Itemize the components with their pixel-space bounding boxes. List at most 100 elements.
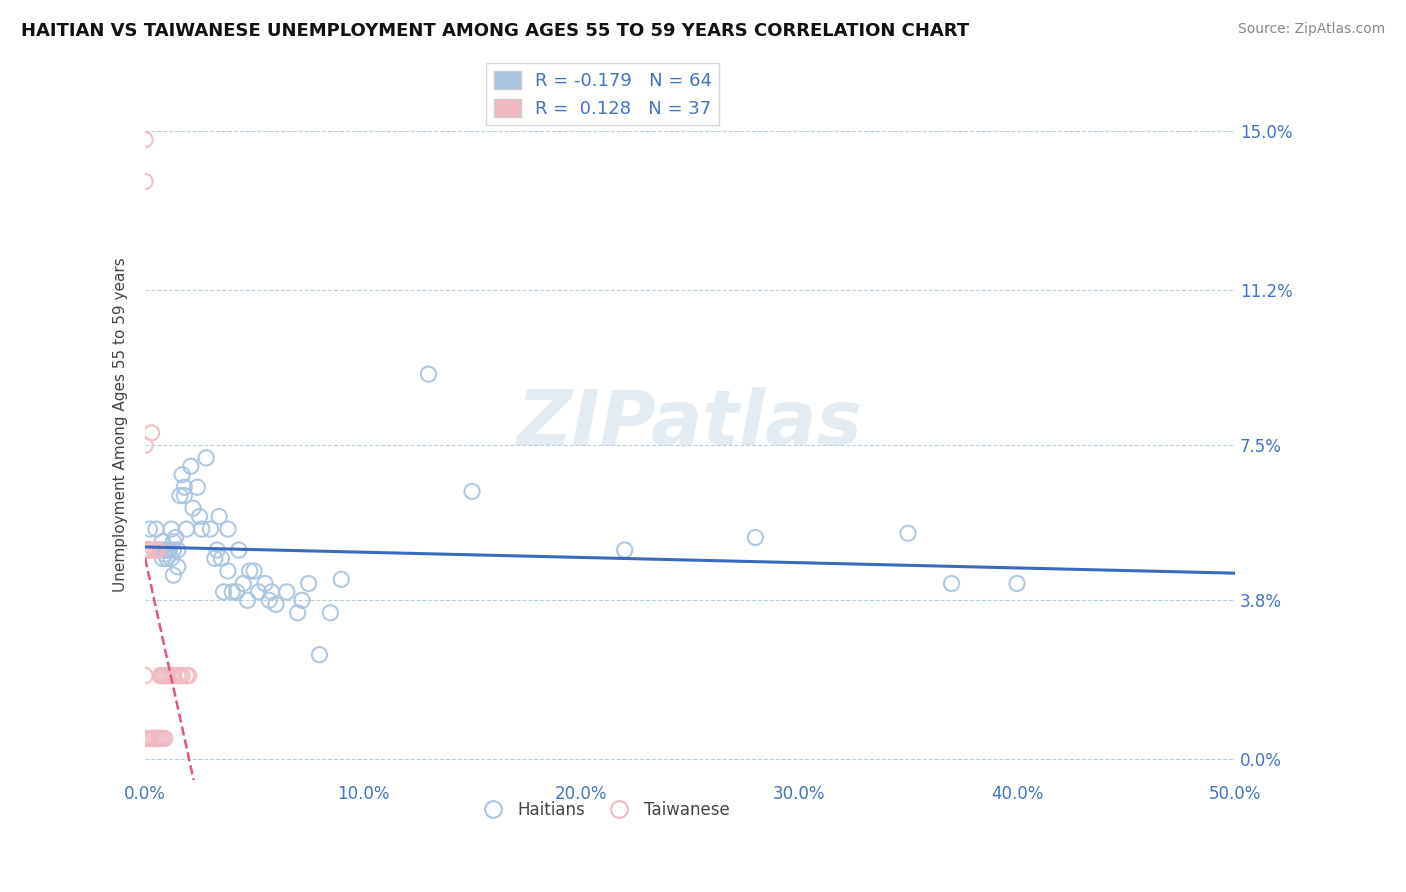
Point	[228, 543, 250, 558]
Point	[232, 576, 254, 591]
Point	[308, 648, 330, 662]
Point	[176, 668, 198, 682]
Point	[172, 467, 194, 482]
Point	[212, 585, 235, 599]
Point	[208, 509, 231, 524]
Point	[204, 551, 226, 566]
Point	[153, 731, 176, 746]
Point	[319, 606, 342, 620]
Point	[145, 731, 167, 746]
Point	[152, 668, 174, 682]
Point	[152, 534, 174, 549]
Point	[173, 489, 195, 503]
Point	[165, 531, 187, 545]
Point	[134, 731, 156, 746]
Point	[181, 501, 204, 516]
Point	[141, 731, 163, 746]
Point	[149, 731, 172, 746]
Point	[461, 484, 484, 499]
Point	[149, 543, 172, 558]
Point	[236, 593, 259, 607]
Point	[134, 438, 156, 452]
Point	[744, 531, 766, 545]
Point	[291, 593, 314, 607]
Point	[156, 551, 179, 566]
Point	[166, 559, 188, 574]
Point	[156, 668, 179, 682]
Point	[145, 543, 167, 558]
Point	[153, 543, 176, 558]
Text: Source: ZipAtlas.com: Source: ZipAtlas.com	[1237, 22, 1385, 37]
Point	[142, 731, 165, 746]
Point	[134, 133, 156, 147]
Point	[166, 668, 188, 682]
Point	[247, 585, 270, 599]
Point	[153, 547, 176, 561]
Point	[160, 522, 183, 536]
Point	[188, 509, 211, 524]
Point	[138, 522, 160, 536]
Text: HAITIAN VS TAIWANESE UNEMPLOYMENT AMONG AGES 55 TO 59 YEARS CORRELATION CHART: HAITIAN VS TAIWANESE UNEMPLOYMENT AMONG …	[21, 22, 969, 40]
Y-axis label: Unemployment Among Ages 55 to 59 years: Unemployment Among Ages 55 to 59 years	[114, 257, 128, 591]
Point	[157, 543, 180, 558]
Point	[217, 522, 239, 536]
Legend: Haitians, Taiwanese: Haitians, Taiwanese	[470, 794, 737, 825]
Point	[1005, 576, 1028, 591]
Point	[134, 175, 156, 189]
Point	[156, 543, 179, 558]
Point	[330, 572, 353, 586]
Point	[205, 543, 228, 558]
Point	[138, 543, 160, 558]
Point	[897, 526, 920, 541]
Point	[239, 564, 262, 578]
Point	[276, 585, 298, 599]
Point	[186, 480, 208, 494]
Point	[157, 543, 180, 558]
Point	[169, 668, 191, 682]
Point	[253, 576, 276, 591]
Point	[149, 668, 172, 682]
Point	[287, 606, 309, 620]
Point	[136, 543, 159, 558]
Point	[145, 522, 167, 536]
Point	[190, 522, 212, 536]
Point	[941, 576, 963, 591]
Point	[146, 543, 169, 558]
Point	[169, 489, 191, 503]
Point	[177, 668, 200, 682]
Point	[162, 543, 184, 558]
Point	[418, 367, 440, 381]
Text: ZIPatlas: ZIPatlas	[517, 387, 863, 461]
Point	[225, 585, 247, 599]
Point	[152, 551, 174, 566]
Point	[264, 598, 287, 612]
Point	[136, 731, 159, 746]
Point	[297, 576, 319, 591]
Point	[195, 450, 218, 465]
Point	[180, 459, 202, 474]
Point	[138, 731, 160, 746]
Point	[173, 480, 195, 494]
Point	[200, 522, 222, 536]
Point	[221, 585, 243, 599]
Point	[152, 668, 174, 682]
Point	[160, 668, 183, 682]
Point	[138, 543, 160, 558]
Point	[243, 564, 266, 578]
Point	[217, 564, 239, 578]
Point	[152, 731, 174, 746]
Point	[157, 668, 180, 682]
Point	[176, 522, 198, 536]
Point	[166, 543, 188, 558]
Point	[172, 668, 194, 682]
Point	[136, 543, 159, 558]
Point	[613, 543, 636, 558]
Point	[162, 668, 184, 682]
Point	[209, 551, 232, 566]
Point	[162, 568, 184, 582]
Point	[134, 543, 156, 558]
Point	[136, 543, 159, 558]
Point	[162, 534, 184, 549]
Point	[142, 543, 165, 558]
Point	[153, 668, 176, 682]
